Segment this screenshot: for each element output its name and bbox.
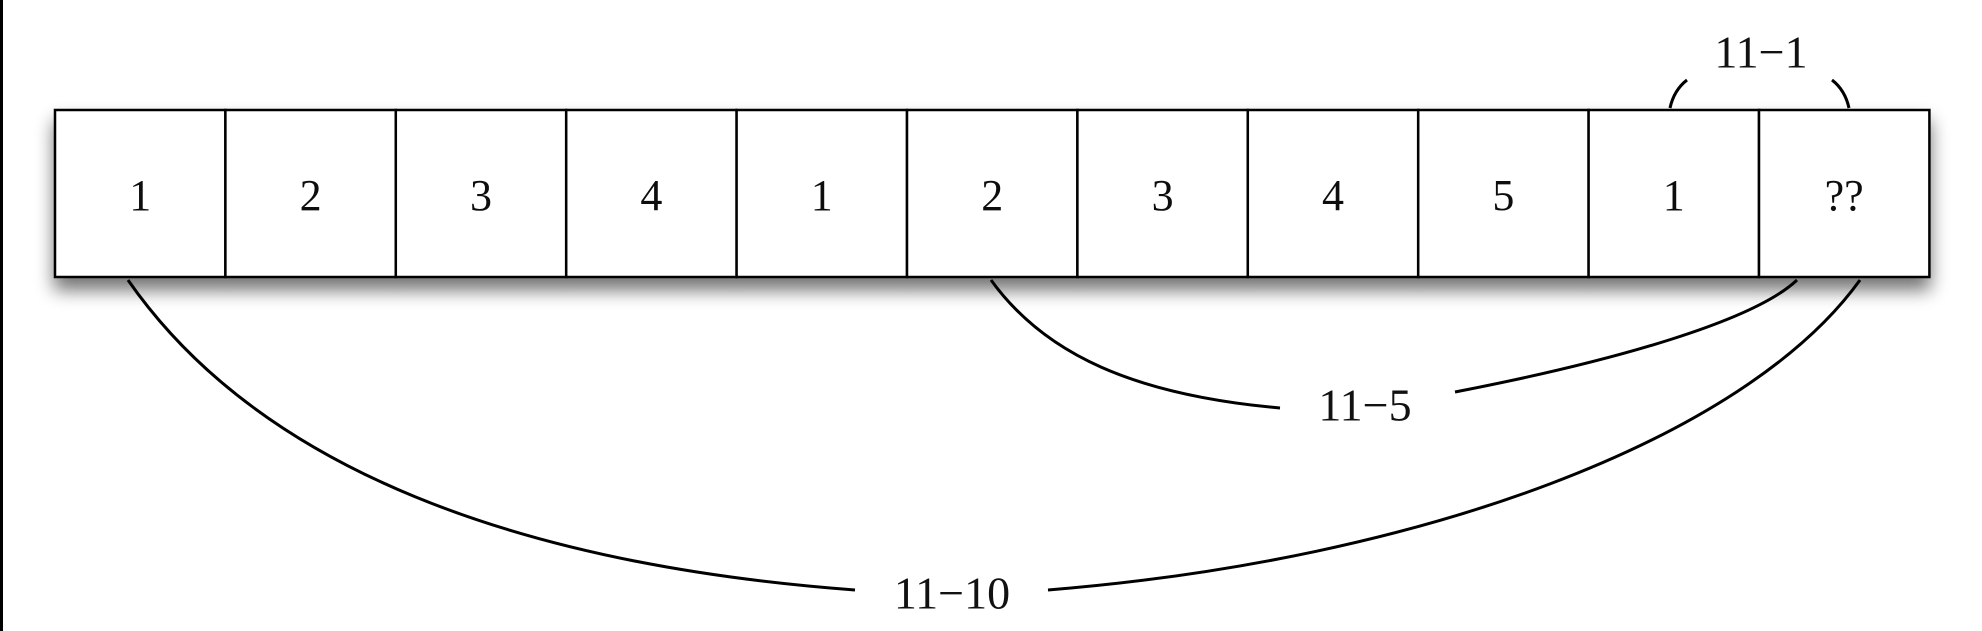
- arc-label-11-1: 11−1: [1714, 27, 1807, 78]
- cell-box: [1587, 108, 1761, 279]
- cell-box: [1076, 108, 1250, 279]
- cells-row: 1 2 3 4 1 2 3 4 5 1??: [53, 108, 1931, 279]
- arcs-layer: 11−1 11−5 11−10: [126, 27, 1862, 619]
- arc-label-11-5: 11−5: [1318, 380, 1411, 431]
- left-border-line: [0, 0, 3, 631]
- arc-11-1-right: [1831, 78, 1851, 109]
- cell-value: 3: [1152, 171, 1174, 220]
- cell-value: 4: [1322, 171, 1344, 220]
- cell-value: 1: [1663, 171, 1685, 220]
- cell-value: 2: [300, 171, 322, 220]
- cell-box: [905, 108, 1079, 279]
- cell-box: [1416, 108, 1590, 279]
- cell-box: [224, 108, 398, 279]
- cell-value: 5: [1492, 171, 1514, 220]
- cell-box: [53, 108, 227, 279]
- cell-value: 1: [129, 171, 151, 220]
- arc-11-1-left: [1668, 78, 1688, 109]
- cell-box: [1757, 108, 1931, 279]
- cell-value: 3: [470, 171, 492, 220]
- arc-11-10-right: [1047, 279, 1862, 592]
- cell-box: [564, 108, 738, 279]
- cell-box: [1246, 108, 1420, 279]
- arc-11-5-right: [1454, 278, 1799, 394]
- arc-11-5-left: [989, 279, 1281, 410]
- cell-box: [735, 108, 909, 279]
- arc-11-10-left: [126, 279, 856, 592]
- cell-value: 2: [981, 171, 1003, 220]
- cell-value: 1: [811, 171, 833, 220]
- arc-label-11-10: 11−10: [894, 568, 1010, 619]
- cell-value: 4: [640, 171, 662, 220]
- cell-value: ??: [1825, 171, 1864, 220]
